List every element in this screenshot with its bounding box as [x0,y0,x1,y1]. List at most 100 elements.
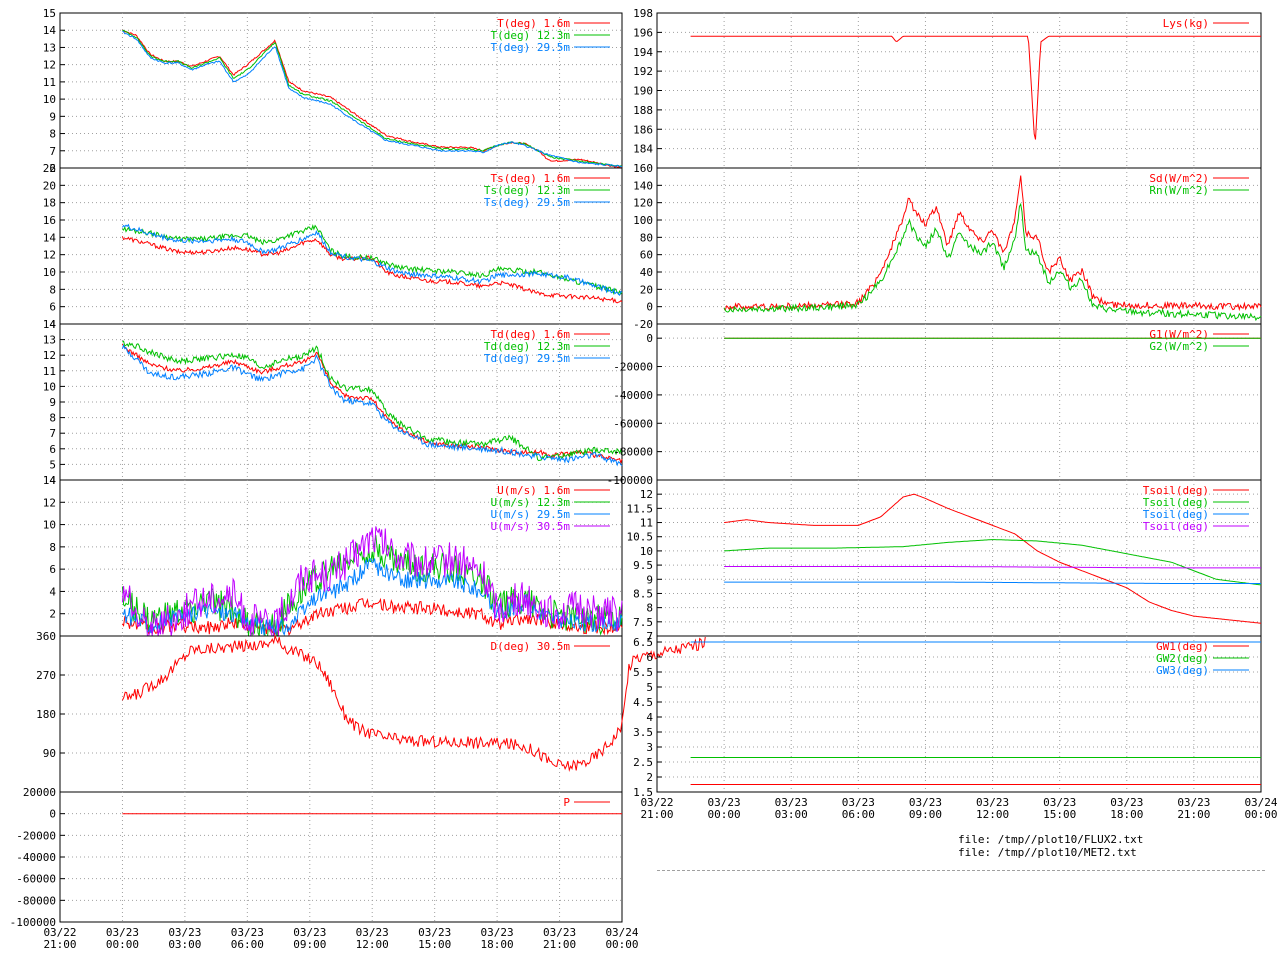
y-tick-label: 2 [646,771,653,784]
x-tick-label: 09:00 [293,938,326,951]
x-tick-label: 03/22 [43,926,76,939]
legend-label: U(m/s) 30.5m [491,520,571,533]
y-tick-label: 180 [36,708,56,721]
legend-label: U(m/s) 12.3m [491,496,571,509]
y-tick-label: 4 [646,711,653,724]
file-name-met: file: /tmp//plot10/MET2.txt [958,846,1137,859]
y-tick-label: -100000 [10,916,56,929]
y-tick-label: -80000 [16,894,56,907]
y-tick-label: 8.5 [633,587,653,600]
legend-label: P [563,796,570,809]
y-tick-label: 8 [49,541,56,554]
x-tick-label: 21:00 [1177,808,1210,821]
legend-label: Tsoil(deg) [1143,508,1209,521]
y-tick-label: 8 [49,412,56,425]
y-tick-label: 10.5 [627,531,654,544]
y-tick-label: 7.5 [633,616,653,629]
legend-label: GW1(deg) [1156,640,1209,653]
y-tick-label: 5 [49,458,56,471]
y-tick-label: 0 [646,332,653,345]
y-tick-label: 5.5 [633,666,653,679]
legend-label: Tsoil(deg) [1143,484,1209,497]
legend-label: Td(deg) 12.3m [484,340,570,353]
y-tick-label: 10 [43,266,56,279]
legend-label: T(deg) 1.6m [497,17,570,30]
y-tick-label: 186 [633,123,653,136]
y-tick-label: 13 [43,41,56,54]
x-tick-label: 00:00 [708,808,741,821]
x-tick-label: 18:00 [481,938,514,951]
series-line [121,343,623,467]
series-line [122,29,623,168]
y-tick-label: 192 [633,65,653,78]
y-tick-label: 80 [640,231,653,244]
y-tick-label: 5 [646,681,653,694]
x-tick-label: 03/23 [1177,796,1210,809]
plot-frame [656,635,1262,793]
x-tick-label: 00:00 [1244,808,1277,821]
x-tick-label: 12:00 [356,938,389,951]
x-tick-label: 03/23 [106,926,139,939]
y-tick-label: 0 [49,808,56,821]
y-tick-label: 10 [43,380,56,393]
x-tick-label: 03/23 [481,926,514,939]
y-tick-label: 10 [640,545,653,558]
x-tick-label: 03/23 [1110,796,1143,809]
legend-label: Ts(deg) 29.5m [484,196,570,209]
legend-label: U(m/s) 29.5m [491,508,571,521]
legend-label: Tsoil(deg) [1143,496,1209,509]
y-tick-label: 196 [633,26,653,39]
y-tick-label: -40000 [613,389,653,402]
y-tick-label: 16 [43,214,56,227]
y-tick-label: 11.5 [627,502,654,515]
x-tick-label: 03/23 [775,796,808,809]
y-tick-label: 198 [633,7,653,20]
y-tick-label: -20000 [16,829,56,842]
chart-groundwater: 1.5 2 2.5 3 3.5 4 4.5 5 5.5 6 6.5 GW1(deg)GW2(deg)G… [633,635,1278,821]
legend-label: Lys(kg) [1163,17,1209,30]
chart-pressure: -100000 -80000 -60000 -40000 -20000 0 20000 P 03… [10,786,639,951]
legend-label: G2(W/m^2) [1149,340,1209,353]
y-tick-label: 2 [49,608,56,621]
legend-label: GW3(deg) [1156,664,1209,677]
y-tick-label: 6 [49,443,56,456]
y-tick-label: 2.5 [633,756,653,769]
legend-label: Td(deg) 1.6m [491,328,571,341]
legend-label: U(m/s) 1.6m [497,484,570,497]
series-line [690,35,1261,140]
y-tick-label: 22 [43,162,56,175]
y-tick-label: 9 [49,110,56,123]
legend-label: Rn(W/m^2) [1149,184,1209,197]
x-tick-label: 03/23 [842,796,875,809]
x-tick-label: 03/24 [1244,796,1277,809]
series-line [724,539,1262,586]
y-tick-label: 188 [633,104,653,117]
y-tick-label: 10 [43,519,56,532]
y-tick-label: 18 [43,197,56,210]
y-tick-label: 6 [49,162,56,175]
y-tick-label: 90 [43,747,56,760]
legend-label: Td(deg) 29.5m [484,352,570,365]
y-tick-label: 10 [43,93,56,106]
y-tick-label: 12 [43,349,56,362]
x-tick-label: 15:00 [418,938,451,951]
file-list: file: /tmp//plot10/FLUX2.txt file: /tmp/… [958,833,1143,859]
x-tick-label: 09:00 [909,808,942,821]
x-tick-label: 03/23 [909,796,942,809]
legend-label: GW2(deg) [1156,652,1209,665]
legend-label: T(deg) 29.5m [491,41,571,54]
y-tick-label: -80000 [613,446,653,459]
y-tick-label: 11 [43,76,56,89]
y-tick-label: 12 [640,488,653,501]
divider-line [657,870,1265,871]
x-tick-label: 03/23 [1043,796,1076,809]
y-tick-label: 160 [633,162,653,175]
y-tick-label: 14 [43,24,57,37]
x-tick-label: 21:00 [543,938,576,951]
x-tick-label: 03/23 [976,796,1009,809]
legend-label: Ts(deg) 12.3m [484,184,570,197]
y-tick-label: 4 [49,474,56,487]
y-tick-label: 7 [49,427,56,440]
x-tick-label: 03/24 [605,926,638,939]
